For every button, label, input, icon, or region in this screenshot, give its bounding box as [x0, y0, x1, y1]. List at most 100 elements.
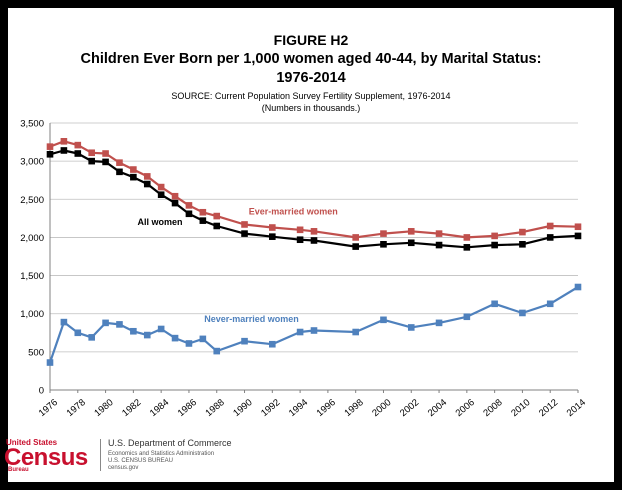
data-point-ever-married-women [269, 224, 276, 231]
data-point-all-women [463, 244, 471, 251]
x-tick-label: 2006 [454, 397, 477, 419]
series-annotation: Never-married women [204, 314, 299, 324]
data-point-never-married-women [435, 319, 443, 327]
data-point-all-women [60, 147, 68, 154]
data-point-never-married-women [46, 359, 54, 366]
y-tick-label: 2,000 [20, 233, 44, 244]
census-logo-sub: Bureau [8, 467, 29, 473]
data-point-never-married-women [491, 300, 498, 308]
series-line-never-married-women [48, 286, 579, 363]
y-tick-label: 3,000 [20, 157, 44, 168]
x-tick-label: 1994 [287, 397, 310, 419]
data-point-never-married-women [407, 324, 415, 331]
data-point-all-women [171, 199, 179, 207]
dept-name: U.S. Department of Commerce [108, 438, 232, 448]
x-tick-label: 1986 [176, 397, 199, 419]
data-point-ever-married-women [491, 232, 498, 240]
x-tick-label: 2008 [481, 397, 504, 419]
data-point-all-women [491, 241, 498, 249]
data-point-all-women [574, 232, 582, 240]
x-tick-label: 1988 [203, 397, 226, 419]
y-tick-label: 2,500 [20, 195, 44, 206]
data-point-all-women [185, 210, 193, 218]
y-tick-label: 1,500 [20, 271, 44, 282]
x-tick-label: 1992 [259, 397, 282, 419]
data-point-ever-married-women [60, 138, 68, 145]
data-point-all-women [116, 168, 123, 176]
figure-label: FIGURE H2 [273, 32, 349, 48]
data-point-all-women [546, 234, 554, 241]
chart-title-line1: Children Ever Born per 1,000 women aged … [80, 51, 542, 67]
data-point-all-women [157, 191, 165, 199]
data-point-ever-married-women [352, 234, 359, 241]
data-point-all-women [88, 157, 95, 165]
data-point-never-married-women [463, 313, 471, 321]
x-tick-label: 1996 [315, 397, 338, 419]
data-point-all-women [241, 230, 248, 237]
data-point-never-married-women [213, 347, 221, 355]
data-point-never-married-women [88, 334, 95, 341]
census-logo-top: United States [6, 438, 58, 447]
x-tick-label: 2002 [398, 397, 421, 419]
x-tick-label: 1978 [65, 397, 88, 419]
y-tick-label: 0 [39, 386, 44, 397]
data-point-ever-married-women [157, 183, 165, 191]
data-point-all-women [143, 180, 151, 188]
y-tick-label: 500 [28, 347, 44, 358]
x-tick-label: 2004 [426, 397, 449, 419]
data-point-ever-married-women [46, 143, 54, 150]
data-point-ever-married-women [435, 230, 443, 237]
data-point-never-married-women [185, 340, 193, 347]
data-point-ever-married-women [241, 221, 248, 228]
series-line-ever-married-women [49, 140, 579, 239]
data-point-never-married-women [310, 327, 318, 334]
x-tick-label: 1980 [92, 397, 115, 419]
data-point-ever-married-women [463, 234, 471, 241]
dept-line2: U.S. CENSUS BUREAU [108, 458, 174, 464]
data-point-never-married-women [60, 318, 68, 326]
data-point-all-women [296, 236, 304, 244]
data-point-all-women [102, 158, 109, 166]
data-point-all-women [269, 233, 276, 240]
data-point-ever-married-women [88, 149, 95, 157]
data-point-never-married-women [380, 316, 387, 324]
x-tick-label: 1998 [342, 397, 365, 419]
data-point-ever-married-women [143, 173, 151, 180]
x-tick-label: 2000 [370, 397, 393, 419]
x-tick-label: 1984 [148, 397, 171, 419]
data-point-never-married-women [74, 329, 82, 337]
data-point-all-women [46, 150, 54, 158]
x-tick-label: 1982 [120, 397, 143, 419]
data-point-never-married-women [296, 328, 304, 336]
data-point-all-women [213, 222, 221, 230]
data-point-ever-married-women [102, 150, 109, 157]
x-tick-label: 2010 [509, 397, 532, 419]
data-point-all-women [352, 243, 359, 250]
data-point-ever-married-women [130, 166, 137, 173]
data-point-all-women [130, 173, 137, 181]
data-point-ever-married-women [519, 228, 526, 236]
data-point-all-women [435, 241, 443, 249]
data-point-never-married-women [116, 321, 123, 328]
data-point-ever-married-women [546, 222, 554, 230]
units-note: (Numbers in thousands.) [261, 103, 361, 113]
data-point-ever-married-women [116, 159, 123, 166]
chart-title-line2: 1976-2014 [276, 70, 346, 86]
data-point-ever-married-women [199, 208, 207, 216]
data-point-all-women [519, 240, 526, 248]
data-point-all-women [407, 239, 415, 247]
footer-divider [100, 439, 101, 471]
data-point-ever-married-women [380, 230, 387, 237]
data-point-all-women [199, 217, 207, 224]
data-point-all-women [310, 237, 318, 244]
x-tick-label: 1990 [231, 397, 254, 419]
data-point-never-married-women [199, 335, 207, 343]
x-tick-label: 1976 [37, 397, 60, 419]
data-point-never-married-women [171, 334, 179, 342]
data-point-never-married-women [130, 327, 137, 335]
census-logo: Census [4, 444, 88, 471]
data-point-never-married-women [143, 331, 151, 339]
data-point-never-married-women [241, 337, 248, 345]
data-point-never-married-women [574, 283, 582, 291]
data-point-never-married-women [269, 340, 276, 348]
